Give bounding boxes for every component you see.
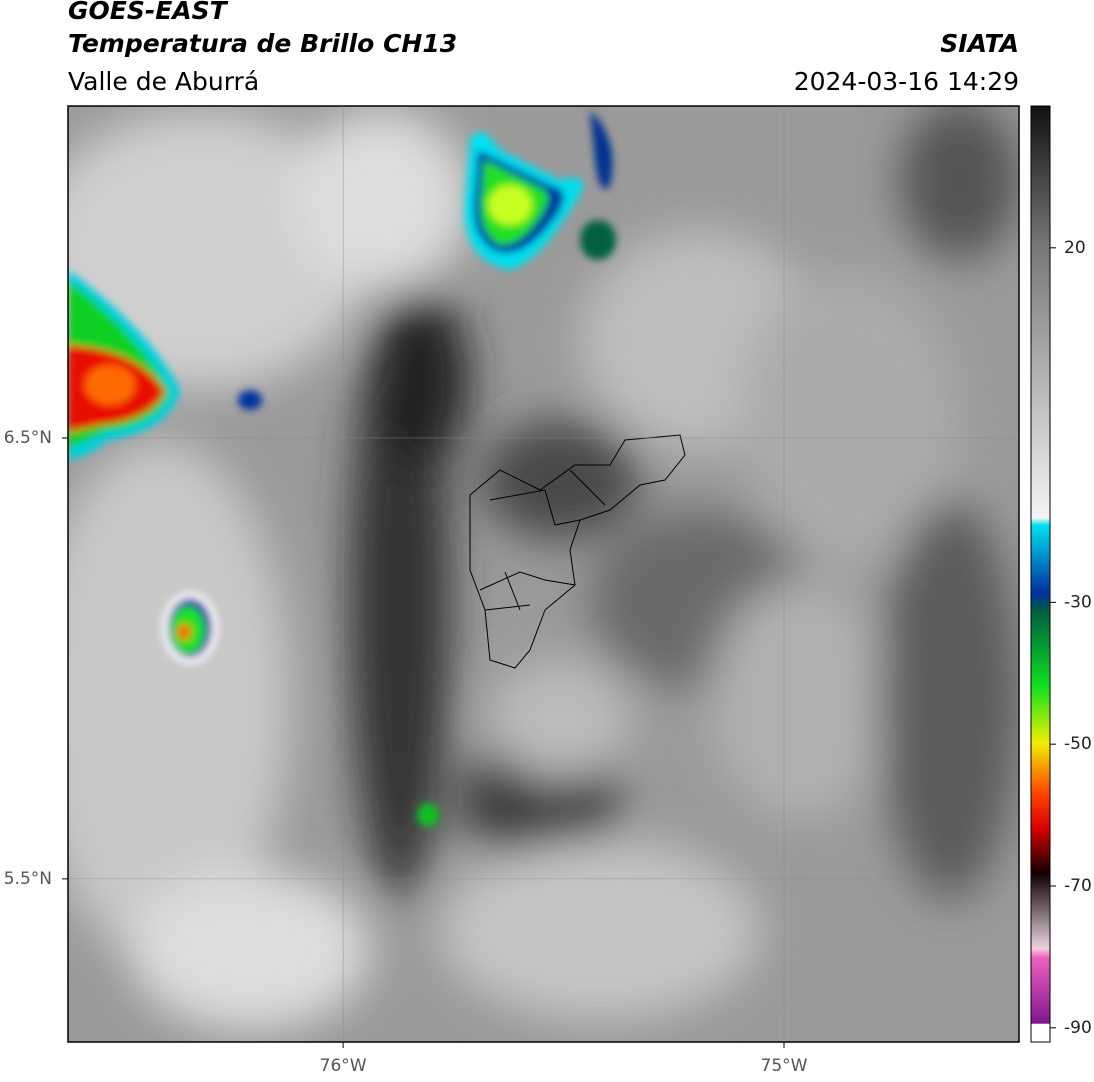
x-tick-label: 75°W [761, 1056, 808, 1076]
map-frame [67, 105, 1020, 1043]
colorbar-tick-label: -50 [1064, 734, 1092, 754]
colorbar-tick-label: -30 [1064, 592, 1092, 612]
colorbar-tick-label: 20 [1064, 238, 1086, 258]
colorbar [1030, 105, 1051, 1043]
subtitle: Temperatura de Brillo CH13 [68, 29, 457, 58]
valley-boundaries [469, 434, 686, 669]
y-tick-label: 6.5°N [4, 428, 52, 448]
y-tick-label: 5.5°N [4, 869, 52, 889]
satellite-image [68, 106, 1019, 1042]
colorbar-tick-label: -90 [1064, 1018, 1092, 1038]
x-tick-label: 76°W [320, 1056, 367, 1076]
title: GOES-EAST [68, 0, 229, 25]
region: Valle de Aburrá [68, 67, 259, 96]
colorbar-tick-label: -70 [1064, 876, 1092, 896]
source: SIATA [940, 29, 1019, 58]
timestamp: 2024-03-16 14:29 [794, 67, 1019, 96]
